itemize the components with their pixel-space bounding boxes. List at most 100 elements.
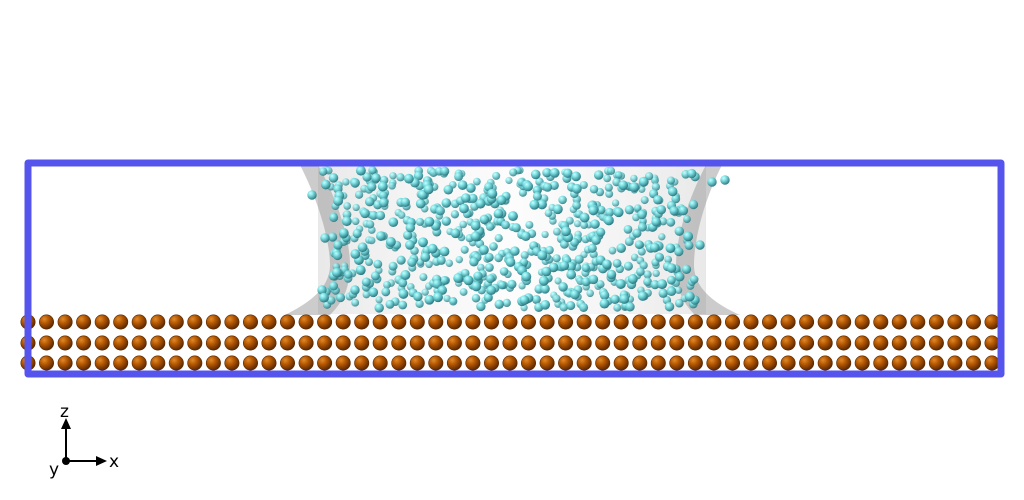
liquid-atom	[579, 180, 588, 190]
substrate-atom	[150, 335, 166, 351]
liquid-atom	[581, 277, 591, 287]
substrate-atom	[965, 355, 981, 371]
liquid-atom	[485, 263, 494, 272]
liquid-atom	[388, 217, 399, 228]
substrate-atom	[224, 355, 240, 371]
liquid-atom	[333, 240, 343, 250]
substrate-atom	[317, 335, 333, 351]
liquid-atom	[327, 232, 338, 242]
substrate-atom	[947, 335, 963, 351]
liquid-atom	[630, 174, 638, 183]
substrate-atom	[335, 335, 351, 351]
liquid-atom	[375, 210, 386, 221]
substrate-atom	[502, 335, 518, 351]
liquid-atom	[475, 198, 486, 209]
liquid-atom	[566, 269, 577, 280]
liquid-atom	[352, 203, 360, 212]
liquid-atom	[602, 259, 612, 270]
liquid-atom	[329, 213, 339, 223]
liquid-atom	[537, 250, 548, 261]
liquid-atom	[511, 223, 521, 233]
liquid-atom	[599, 298, 610, 309]
substrate-atom	[836, 335, 852, 351]
substrate-atom	[724, 355, 740, 371]
liquid-atom	[610, 294, 620, 304]
substrate-atom	[799, 355, 815, 371]
substrate-atom	[483, 355, 499, 371]
liquid-atom	[351, 298, 360, 307]
substrate-atom	[891, 314, 907, 330]
liquid-atom	[632, 228, 642, 238]
substrate-atom	[391, 355, 407, 371]
liquid-atom	[415, 299, 424, 308]
liquid-atom	[479, 245, 489, 255]
liquid-atom	[603, 215, 614, 226]
liquid-atom	[388, 181, 396, 190]
substrate-atom	[632, 314, 648, 330]
substrate-atom	[817, 355, 833, 371]
substrate-atom	[891, 355, 907, 371]
liquid-atom	[341, 216, 352, 227]
liquid-atom	[625, 302, 635, 312]
substrate-atom	[595, 355, 611, 371]
liquid-atom	[570, 289, 580, 300]
substrate-atom	[613, 335, 629, 351]
liquid-atom	[485, 274, 495, 284]
substrate-atom	[595, 314, 611, 330]
liquid-atom	[400, 197, 410, 207]
liquid-atom	[608, 246, 617, 255]
substrate-atom	[94, 355, 110, 371]
liquid-atom	[599, 290, 610, 300]
liquid-atom	[492, 171, 501, 180]
liquid-atom	[624, 205, 635, 215]
liquid-atom	[350, 249, 361, 259]
substrate-atom	[187, 314, 203, 330]
liquid-atom	[355, 265, 366, 276]
liquid-atom	[437, 285, 448, 295]
liquid-atom	[643, 270, 652, 279]
substrate-atom	[409, 335, 425, 351]
liquid-atom	[405, 240, 415, 250]
liquid-atom	[574, 254, 584, 264]
liquid-atom	[674, 226, 685, 236]
liquid-atom	[596, 280, 605, 289]
liquid-atom	[460, 268, 470, 278]
liquid-atom	[640, 196, 649, 205]
liquid-atom	[326, 296, 336, 305]
substrate-atom	[743, 335, 759, 351]
substrate-atom	[131, 355, 147, 371]
substrate-atom	[761, 355, 777, 371]
substrate-atom	[836, 314, 852, 330]
liquid-atom	[552, 254, 561, 263]
liquid-atom	[439, 276, 449, 285]
substrate-atom	[187, 355, 203, 371]
liquid-atom	[501, 220, 510, 230]
substrate-atom	[483, 335, 499, 351]
substrate-atom	[873, 355, 889, 371]
liquid-atom	[674, 271, 685, 282]
substrate-atom	[613, 355, 629, 371]
liquid-atom	[368, 210, 379, 220]
substrate-atom	[205, 355, 221, 371]
liquid-atom	[549, 168, 560, 178]
liquid-atom	[637, 222, 647, 232]
substrate-atom	[743, 314, 759, 330]
liquid-atom	[616, 243, 626, 253]
liquid-atom	[604, 183, 613, 192]
liquid-atom	[651, 217, 661, 227]
substrate-atom	[520, 335, 536, 351]
substrate-atom	[836, 355, 852, 371]
liquid-atom	[420, 252, 431, 262]
substrate-atom	[632, 335, 648, 351]
liquid-atom	[483, 293, 493, 303]
liquid-atom	[684, 291, 695, 302]
liquid-atom	[606, 166, 616, 175]
liquid-atom	[396, 255, 406, 265]
substrate-atom	[446, 355, 462, 371]
substrate-atom	[724, 314, 740, 330]
liquid-atom	[588, 274, 599, 285]
liquid-atom	[637, 247, 646, 256]
liquid-atom	[388, 261, 398, 271]
liquid-atom	[485, 222, 495, 232]
substrate-atom	[113, 355, 129, 371]
